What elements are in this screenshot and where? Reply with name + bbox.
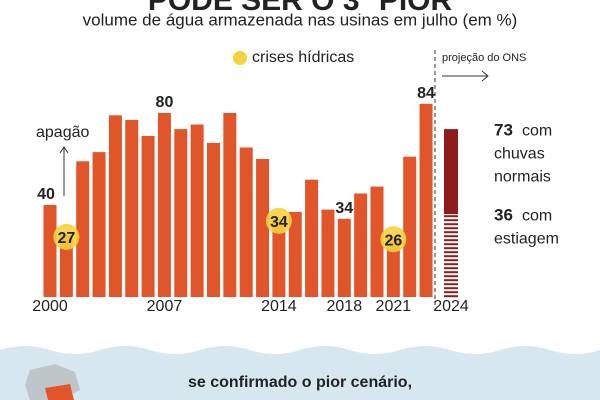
bar bbox=[321, 209, 335, 297]
bar bbox=[92, 152, 106, 297]
projection-label: projeção do ONS bbox=[442, 52, 526, 64]
x-tick-label: 2007 bbox=[147, 298, 183, 315]
legend-swatch bbox=[233, 51, 247, 65]
bar bbox=[141, 136, 155, 297]
footer-text: se confirmado o pior cenário, bbox=[188, 374, 412, 391]
crisis-marker bbox=[53, 223, 80, 250]
bar bbox=[419, 103, 433, 297]
title: PODE SER O 3º PIOR bbox=[148, 0, 453, 17]
annotation-arrow bbox=[59, 146, 69, 196]
projection-note: com bbox=[522, 122, 552, 139]
bar bbox=[223, 113, 237, 297]
data-label: 84 bbox=[417, 85, 435, 102]
bar bbox=[386, 237, 400, 297]
projection-bar bbox=[444, 129, 458, 215]
bar bbox=[157, 113, 171, 297]
data-label: 34 bbox=[335, 200, 353, 217]
projection-value: 73 bbox=[494, 121, 513, 140]
x-tick-label: 2024 bbox=[433, 298, 469, 315]
projection-note: com bbox=[522, 207, 552, 224]
data-label: 40 bbox=[37, 186, 55, 203]
projection-note: estiagem bbox=[494, 230, 559, 247]
data-label: 26 bbox=[384, 232, 402, 249]
x-tick-label: 2014 bbox=[261, 298, 297, 315]
crisis-marker bbox=[380, 226, 407, 253]
bar bbox=[76, 161, 90, 297]
bar bbox=[239, 147, 253, 297]
bar bbox=[337, 218, 351, 297]
bar bbox=[43, 205, 57, 297]
data-label: 34 bbox=[270, 214, 288, 231]
legend-label: crises hídricas bbox=[252, 49, 354, 66]
projection-drought-value: 36 bbox=[494, 206, 513, 225]
bar bbox=[370, 186, 384, 297]
subtitle: volume de água armazenada nas usinas em … bbox=[83, 10, 518, 29]
bar bbox=[207, 142, 220, 297]
bar bbox=[108, 115, 122, 297]
bar bbox=[59, 234, 73, 297]
x-tick-label: 2018 bbox=[327, 298, 363, 315]
map-highlight bbox=[45, 384, 74, 400]
bar bbox=[256, 159, 270, 297]
projection-note: chuvas bbox=[494, 145, 545, 162]
projection-note: normais bbox=[494, 168, 551, 185]
bar bbox=[125, 119, 139, 298]
bar bbox=[272, 218, 286, 297]
projection-arrow bbox=[442, 70, 489, 82]
bar bbox=[190, 124, 204, 297]
bar bbox=[403, 156, 417, 297]
bar bbox=[354, 193, 368, 297]
x-tick-label: 2000 bbox=[32, 298, 68, 315]
crisis-marker bbox=[265, 207, 292, 234]
projection-drought-bar bbox=[444, 214, 458, 298]
bar bbox=[305, 179, 319, 297]
footer-band bbox=[0, 346, 600, 400]
x-tick-label: 2021 bbox=[376, 298, 412, 315]
annotation: apagão bbox=[36, 124, 89, 141]
bar bbox=[174, 129, 188, 297]
bar bbox=[288, 211, 302, 297]
data-label: 80 bbox=[156, 94, 174, 111]
data-label: 27 bbox=[57, 230, 75, 247]
